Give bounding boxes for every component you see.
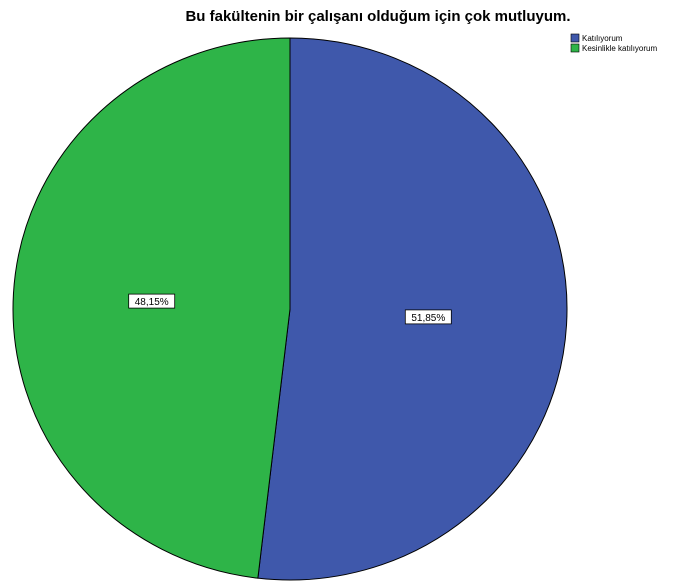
slice-label-kesinlikle-katiliyorum: 48,15% [128,293,176,309]
slices-layer [12,37,568,581]
legend-label: Katılıyorum [582,34,623,43]
labels-layer: 51,85% 48,15% [128,293,452,325]
legend-item-katiliyorum: Katılıyorum [570,33,623,43]
slice-label-box [404,309,452,325]
chart-title: Bu fakültenin bir çalışanı olduğum için … [185,8,570,25]
pie-slice-katiliyorum [257,37,568,581]
legend-label: Kesinlikle katılıyorum [582,44,657,53]
legend-swatch [570,33,580,43]
slice-value-label: 51,85% [411,313,445,324]
legend-item-kesinlikle-katiliyorum: Kesinlikle katılıyorum [570,43,657,53]
legend-swatch [570,43,580,53]
slice-label-box [128,293,176,309]
slice-label-katiliyorum: 51,85% [404,309,452,325]
slice-value-label: 48,15% [135,297,169,308]
